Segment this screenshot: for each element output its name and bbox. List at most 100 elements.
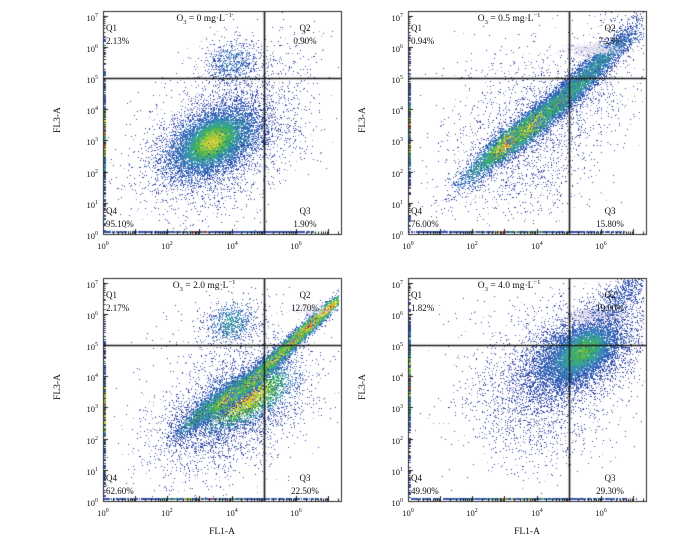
title-sup: −1 (533, 12, 541, 19)
quadrant-q1-label: Q1 2.17% (106, 289, 129, 315)
x-tick-label: 106 (595, 240, 607, 251)
q4-name: Q4 (106, 473, 117, 483)
x-tick-label: 100 (402, 240, 414, 251)
quadrant-q2-label: Q2 12.70% (277, 289, 333, 315)
q4-name: Q4 (411, 206, 422, 216)
quadrant-q2-label: Q2 0.90% (277, 22, 333, 48)
q2-percent: 0.90% (293, 36, 317, 46)
y-tick-label: 101 (391, 199, 403, 210)
y-axis-title: FL3-A (358, 107, 368, 133)
flow-panel-top-left: O3 = 0 mg·L−1 Q1 2.13% Q2 0.90% Q3 1.90% Q4… (103, 11, 341, 234)
y-tick-label: 100 (391, 230, 403, 241)
q2-percent: 12.70% (291, 303, 319, 313)
y-tick-label: 106 (86, 43, 98, 54)
title-base: O (176, 14, 184, 25)
y-tick-label: 102 (86, 435, 98, 446)
flow-panel-top-right: O3 = 0.5 mg·L−1 Q1 0.94% Q2 7.23% Q3 15.80%… (408, 11, 646, 234)
title-sup: −1 (228, 279, 236, 286)
title-mid: = 4.0 mg·L (487, 281, 534, 292)
q3-percent: 1.90% (293, 219, 317, 229)
q1-name: Q1 (411, 23, 422, 33)
x-tick-label: 102 (161, 240, 173, 251)
title-base: O (477, 14, 485, 25)
x-tick-label: 102 (161, 507, 173, 518)
quadrant-q1-label: Q1 2.13% (106, 22, 129, 48)
q2-percent: 7.23% (598, 36, 622, 46)
title-mid: = 2.0 mg·L (182, 281, 229, 292)
panel-title: O3 = 4.0 mg·L−1 (408, 279, 610, 293)
x-tick-label: 104 (226, 507, 238, 518)
y-tick-label: 102 (391, 168, 403, 179)
q4-name: Q4 (411, 473, 422, 483)
panel-title: O3 = 2.0 mg·L−1 (103, 279, 305, 293)
title-base: O (477, 281, 485, 292)
q4-name: Q4 (106, 206, 117, 216)
q1-name: Q1 (106, 290, 117, 300)
q2-name: Q2 (299, 23, 311, 33)
y-tick-label: 105 (86, 341, 98, 352)
x-tick-label: 100 (402, 507, 414, 518)
y-tick-label: 105 (391, 341, 403, 352)
y-tick-label: 100 (391, 497, 403, 508)
quadrant-q3-label: Q3 1.90% (277, 205, 333, 231)
title-sub: 3 (484, 286, 488, 294)
title-base: O (172, 281, 180, 292)
title-sub: 3 (484, 19, 488, 27)
q1-name: Q1 (106, 23, 117, 33)
title-sup: −1 (533, 279, 541, 286)
q2-name: Q2 (299, 290, 311, 300)
y-tick-label: 105 (86, 74, 98, 85)
q1-percent: 1.82% (411, 303, 435, 313)
title-mid: = 0 mg·L (186, 14, 225, 25)
quadrant-q3-label: Q3 15.80% (582, 205, 638, 231)
y-tick-label: 104 (391, 105, 403, 116)
x-tick-label: 104 (226, 240, 238, 251)
y-tick-label: 106 (391, 310, 403, 321)
y-tick-label: 106 (391, 43, 403, 54)
quadrant-q4-label: Q4 49.90% (411, 472, 439, 498)
y-tick-label: 104 (86, 105, 98, 116)
quadrant-q2-label: Q2 19.00% (582, 289, 638, 315)
quadrant-q2-label: Q2 7.23% (582, 22, 638, 48)
y-tick-label: 101 (86, 466, 98, 477)
q4-percent: 95.10% (106, 219, 134, 229)
quadrant-q4-label: Q4 95.10% (106, 205, 134, 231)
quadrant-q4-label: Q4 76.00% (411, 205, 439, 231)
x-tick-label: 104 (531, 507, 543, 518)
y-axis-title: FL3-A (358, 374, 368, 400)
y-tick-label: 107 (86, 279, 98, 290)
q2-name: Q2 (604, 290, 616, 300)
q2-name: Q2 (604, 23, 616, 33)
y-tick-label: 103 (391, 403, 403, 414)
x-tick-label: 106 (595, 507, 607, 518)
y-tick-label: 105 (391, 74, 403, 85)
x-axis-title: FL1-A (209, 527, 235, 537)
y-tick-label: 102 (391, 435, 403, 446)
q2-percent: 19.00% (596, 303, 624, 313)
y-tick-label: 100 (86, 230, 98, 241)
y-tick-label: 104 (391, 372, 403, 383)
quadrant-q4-label: Q4 62.60% (106, 472, 134, 498)
y-tick-label: 103 (86, 136, 98, 147)
y-tick-label: 107 (86, 12, 98, 23)
x-tick-label: 106 (290, 240, 302, 251)
x-tick-label: 102 (466, 240, 478, 251)
q3-percent: 15.80% (596, 219, 624, 229)
q1-percent: 2.13% (106, 36, 130, 46)
y-tick-label: 100 (86, 497, 98, 508)
y-tick-label: 103 (391, 136, 403, 147)
q3-name: Q3 (299, 206, 311, 216)
x-tick-label: 102 (466, 507, 478, 518)
x-axis-title: FL1-A (514, 527, 540, 537)
title-sub: 3 (183, 19, 187, 27)
title-mid: = 0.5 mg·L (487, 14, 534, 25)
x-tick-label: 100 (97, 507, 109, 518)
q3-percent: 29.30% (596, 486, 624, 496)
y-tick-label: 103 (86, 403, 98, 414)
q1-name: Q1 (411, 290, 422, 300)
q3-name: Q3 (604, 473, 616, 483)
y-axis-title: FL3-A (53, 374, 63, 400)
y-tick-label: 107 (391, 279, 403, 290)
q4-percent: 76.00% (411, 219, 439, 229)
